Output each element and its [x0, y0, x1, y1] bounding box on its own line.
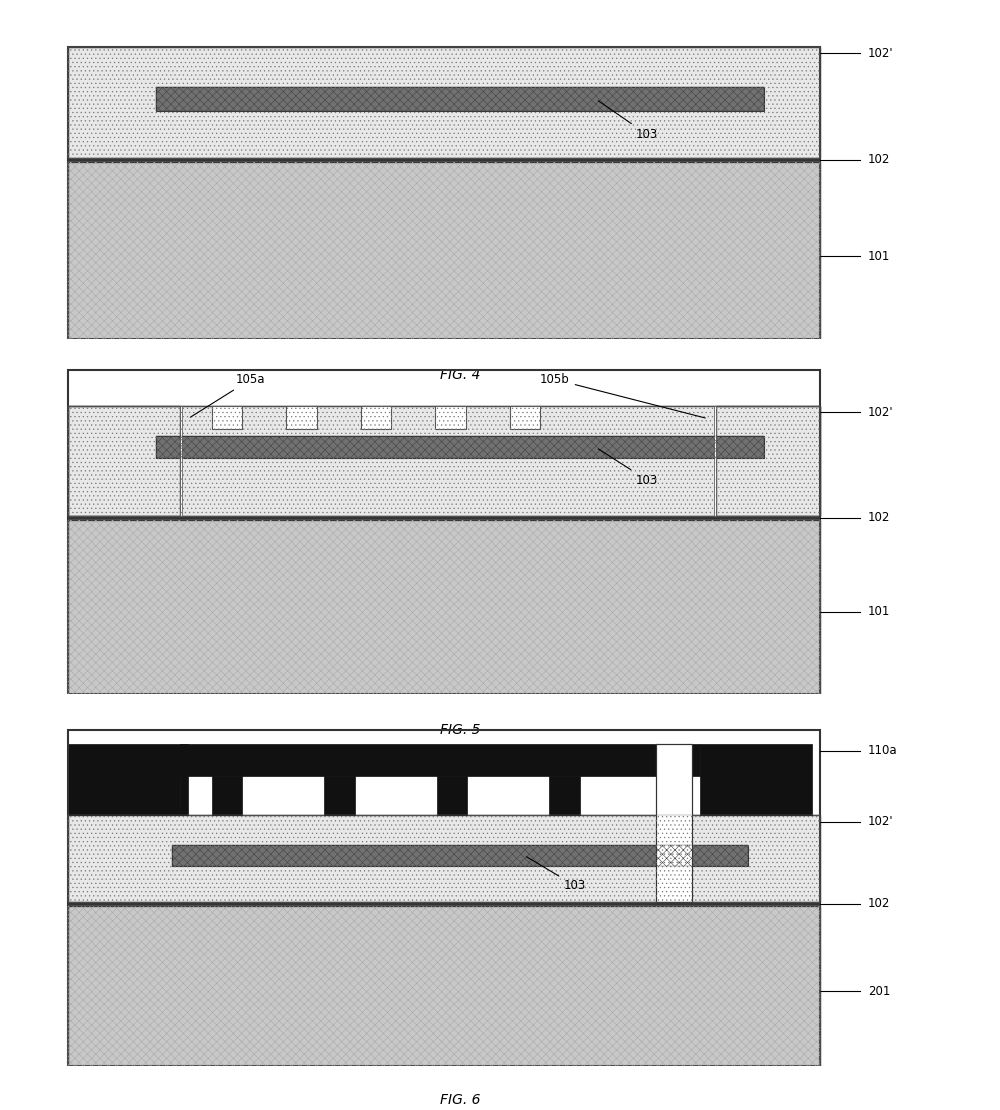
Text: 101: 101 — [868, 605, 890, 618]
Bar — [68, 162, 820, 339]
Bar — [68, 405, 820, 516]
Bar — [68, 744, 180, 815]
Bar — [68, 48, 820, 158]
Bar — [68, 405, 180, 516]
Bar — [68, 48, 820, 158]
Bar — [714, 405, 716, 516]
Bar — [286, 405, 317, 428]
Bar — [716, 405, 820, 516]
Bar — [212, 405, 242, 428]
Bar — [156, 436, 764, 458]
Bar — [549, 776, 580, 815]
Bar — [662, 776, 692, 815]
Bar — [700, 744, 812, 815]
Text: 103: 103 — [598, 101, 658, 141]
Bar — [68, 162, 820, 339]
Text: 110a: 110a — [868, 744, 898, 757]
Bar — [656, 744, 692, 902]
Text: 105a: 105a — [190, 373, 266, 417]
Bar — [212, 776, 242, 815]
Bar — [324, 776, 355, 815]
Text: 102': 102' — [868, 405, 894, 418]
Bar — [180, 744, 188, 815]
Bar — [361, 405, 391, 428]
Bar — [156, 87, 764, 111]
Text: 102: 102 — [868, 897, 890, 910]
Bar — [180, 405, 182, 516]
Text: 105b: 105b — [540, 373, 705, 418]
Bar — [435, 405, 466, 428]
Bar — [156, 87, 764, 111]
Text: FIG. 4: FIG. 4 — [440, 369, 480, 382]
Bar — [68, 815, 820, 902]
Bar — [68, 158, 820, 162]
Text: 103: 103 — [598, 448, 658, 486]
Bar — [656, 744, 692, 902]
Text: 103: 103 — [526, 857, 586, 892]
Bar — [68, 907, 820, 1066]
Text: 102: 102 — [868, 153, 890, 166]
Bar — [172, 845, 748, 866]
Bar — [68, 902, 820, 907]
Text: FIG. 6: FIG. 6 — [440, 1092, 480, 1107]
Bar — [172, 845, 748, 866]
Text: 201: 201 — [868, 985, 890, 998]
Bar — [510, 405, 540, 428]
Text: FIG. 5: FIG. 5 — [440, 724, 480, 737]
Bar — [68, 815, 820, 902]
Text: 102': 102' — [868, 816, 894, 828]
Bar — [68, 907, 820, 1066]
Text: 102': 102' — [868, 47, 894, 60]
Text: 101: 101 — [868, 250, 890, 263]
Bar — [68, 521, 820, 694]
Bar — [180, 744, 700, 776]
Bar — [156, 436, 764, 458]
Bar — [68, 405, 820, 516]
Bar — [68, 521, 820, 694]
Text: 102: 102 — [868, 511, 890, 524]
Bar — [68, 516, 820, 521]
Bar — [437, 776, 467, 815]
